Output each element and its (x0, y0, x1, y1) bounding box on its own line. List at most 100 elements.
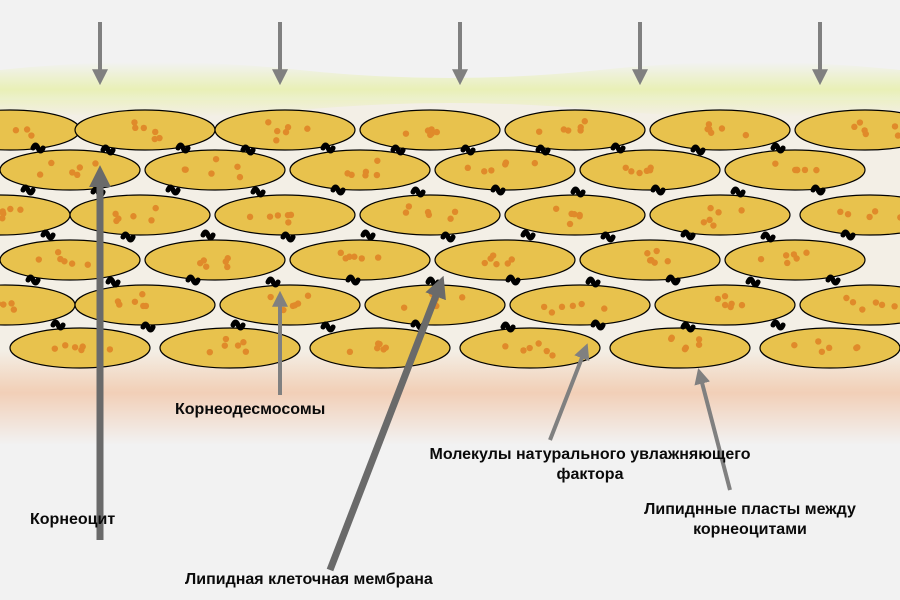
nmf-dot (845, 211, 851, 217)
nmf-dot (815, 338, 821, 344)
nmf-dot (481, 168, 487, 174)
nmf-dot (526, 345, 532, 351)
nmf-dot (794, 167, 800, 173)
nmf-dot (758, 256, 764, 262)
nmf-dot (567, 221, 573, 227)
nmf-dot (403, 130, 409, 136)
nmf-dot (107, 346, 113, 352)
nmf-dot (92, 160, 98, 166)
nmf-dot (793, 255, 799, 261)
nmf-dot (0, 301, 6, 307)
nmf-dot (578, 301, 584, 307)
nmf-dot (578, 124, 584, 130)
nmf-dot (234, 164, 240, 170)
nmf-dot (24, 126, 30, 132)
nmf-dot (222, 342, 228, 348)
nmf-dot (213, 156, 219, 162)
nmf-dot (706, 126, 712, 132)
nmf-dot (208, 170, 214, 176)
nmf-dot (784, 260, 790, 266)
nmf-dot (375, 254, 381, 260)
nmf-dot (85, 261, 91, 267)
label-lipid: Липиднные пласты между корнеоцитами (605, 500, 895, 540)
nmf-dot (710, 222, 716, 228)
nmf-dot (623, 165, 629, 171)
nmf-dot (37, 171, 43, 177)
nmf-dot (565, 127, 571, 133)
nmf-dot (363, 169, 369, 175)
corneocyte-cell (75, 285, 215, 325)
nmf-dot (139, 291, 145, 297)
nmf-dot (342, 255, 348, 261)
nmf-dot (113, 218, 119, 224)
nmf-dot (493, 261, 499, 267)
nmf-dot (304, 126, 310, 132)
corneocyte-cell (220, 285, 360, 325)
nmf-dot (426, 212, 432, 218)
nmf-dot (7, 206, 13, 212)
nmf-dot (130, 213, 136, 219)
nmf-dot (819, 349, 825, 355)
nmf-dot (148, 217, 154, 223)
nmf-dot (267, 213, 273, 219)
nmf-dot (863, 131, 869, 137)
nmf-dot (55, 249, 61, 255)
nmf-dot (224, 264, 230, 270)
nmf-dot (505, 260, 511, 266)
nmf-dot (802, 167, 808, 173)
nmf-dot (872, 208, 878, 214)
corneocyte-cell (655, 285, 795, 325)
nmf-dot (243, 348, 249, 354)
nmf-dot (866, 214, 872, 220)
nmf-dot (401, 304, 407, 310)
corneocyte-cell (215, 195, 355, 235)
nmf-dot (62, 342, 68, 348)
corneocyte-cell (145, 150, 285, 190)
nmf-dot (132, 125, 138, 131)
nmf-dot (570, 303, 576, 309)
corneocyte-cell (360, 195, 500, 235)
corneocyte-cell (435, 240, 575, 280)
nmf-dot (374, 172, 380, 178)
nmf-dot (61, 258, 67, 264)
nmf-dot (13, 127, 19, 133)
nmf-dot (653, 248, 659, 254)
nmf-dot (647, 167, 653, 173)
nmf-dot (52, 345, 58, 351)
corneocyte-cell (760, 328, 900, 368)
nmf-dot (701, 219, 707, 225)
corneocyte-cell (145, 240, 285, 280)
nmf-dot (292, 302, 298, 308)
nmf-dot (8, 300, 14, 306)
nmf-dot (247, 214, 253, 220)
nmf-dot (201, 257, 207, 263)
nmf-dot (69, 260, 75, 266)
corneocyte-cell (725, 240, 865, 280)
nmf-dot (347, 349, 353, 355)
nmf-dot (223, 336, 229, 342)
nmf-dot (813, 167, 819, 173)
nmf-dot (225, 255, 231, 261)
nmf-dot (568, 211, 574, 217)
nmf-dot (152, 205, 158, 211)
nmf-dot (520, 347, 526, 353)
corneocyte-cell (435, 150, 575, 190)
corneocyte-cell (650, 110, 790, 150)
nmf-dot (873, 299, 879, 305)
nmf-dot (728, 301, 734, 307)
nmf-dot (683, 345, 689, 351)
nmf-dot (305, 293, 311, 299)
nmf-dot (582, 118, 588, 124)
nmf-dot (265, 119, 271, 125)
nmf-dot (374, 158, 380, 164)
nmf-dot (843, 295, 849, 301)
corneocyte-cell (215, 110, 355, 150)
nmf-dot (719, 125, 725, 131)
nmf-dot (696, 342, 702, 348)
nmf-dot (859, 306, 865, 312)
nmf-dot (237, 174, 243, 180)
nmf-dot (112, 211, 118, 217)
nmf-dot (722, 302, 728, 308)
corneocyte-cell (360, 110, 500, 150)
nmf-dot (535, 340, 541, 346)
